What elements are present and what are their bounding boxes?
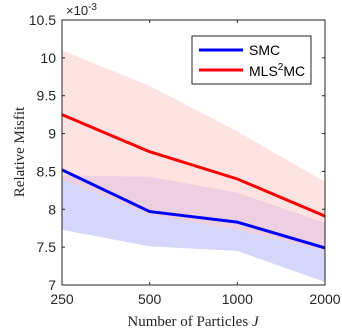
line-series-1 xyxy=(61,113,326,218)
y-exponent-label: ×10-3 xyxy=(66,2,97,18)
y-tick-label: 10 xyxy=(40,50,56,66)
x-tick-label: 2000 xyxy=(309,291,340,307)
legend-label-mls2mc: MLS2MC xyxy=(249,62,305,79)
x-tick-label: 1000 xyxy=(222,291,253,307)
axis-ticks: 250 500 1000 2000 7 7.5 8 8.5 9 9.5 10 10.5 xyxy=(29,12,341,307)
x-tick-label: 500 xyxy=(138,291,162,307)
y-tick-label: 7.5 xyxy=(37,239,57,255)
y-axis-label: Relative Misfit xyxy=(12,106,28,197)
y-tick-label: 8 xyxy=(48,201,56,217)
legend-box xyxy=(191,35,312,85)
y-tick-label: 7 xyxy=(48,277,56,293)
y-tick-label: 9.5 xyxy=(37,88,57,104)
y-tick-label: 10.5 xyxy=(29,12,56,28)
y-tick-label: 9 xyxy=(48,126,56,142)
x-axis-label: Number of Particles J xyxy=(127,314,260,330)
y-tick-label: 8.5 xyxy=(37,163,57,179)
line-series-0 xyxy=(61,168,326,250)
series-lines xyxy=(61,113,326,250)
legend: SMC MLS2MC xyxy=(191,35,312,85)
plot-area-frame xyxy=(61,19,326,286)
x-tick-label: 250 xyxy=(50,291,74,307)
legend-label-smc: SMC xyxy=(249,42,280,58)
